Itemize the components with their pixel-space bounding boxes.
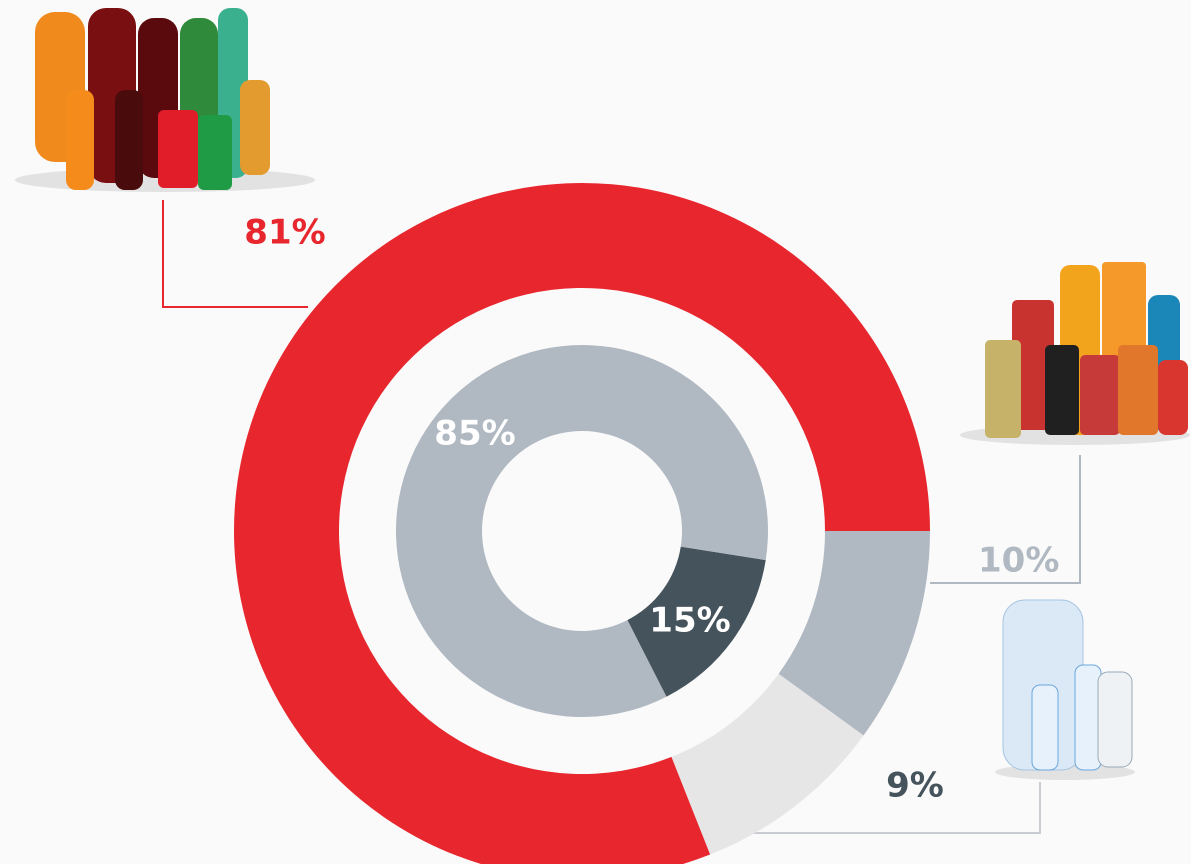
leader-line — [162, 200, 308, 308]
value-label: 81% — [244, 213, 325, 253]
bottle — [240, 80, 270, 175]
value-label: 10% — [978, 541, 1059, 581]
bottle — [1158, 360, 1188, 435]
donut-segment — [778, 531, 930, 736]
product-images — [15, 8, 1190, 780]
donut-segment — [671, 673, 864, 855]
can — [1045, 345, 1079, 435]
bottle — [1097, 671, 1133, 768]
leader-lines — [162, 200, 1081, 834]
carton — [1118, 345, 1158, 435]
bottle — [66, 90, 94, 190]
bottle — [1031, 684, 1059, 771]
donut-segment — [627, 546, 766, 697]
leader-line — [745, 782, 1041, 834]
can — [198, 115, 232, 190]
donut-segment — [234, 183, 930, 864]
donut-segment — [396, 344, 768, 717]
can — [985, 340, 1021, 438]
value-label: 15% — [649, 601, 730, 641]
value-label: 85% — [434, 414, 515, 454]
labels: 10% 9% 81% 15% 85% — [244, 213, 1059, 806]
leader-line — [930, 455, 1081, 584]
can — [158, 110, 198, 188]
rings — [234, 183, 930, 864]
value-label: 9% — [886, 766, 944, 806]
can — [1012, 300, 1054, 430]
bottle — [1074, 664, 1102, 771]
carton — [1080, 355, 1120, 435]
bottle — [115, 90, 143, 190]
